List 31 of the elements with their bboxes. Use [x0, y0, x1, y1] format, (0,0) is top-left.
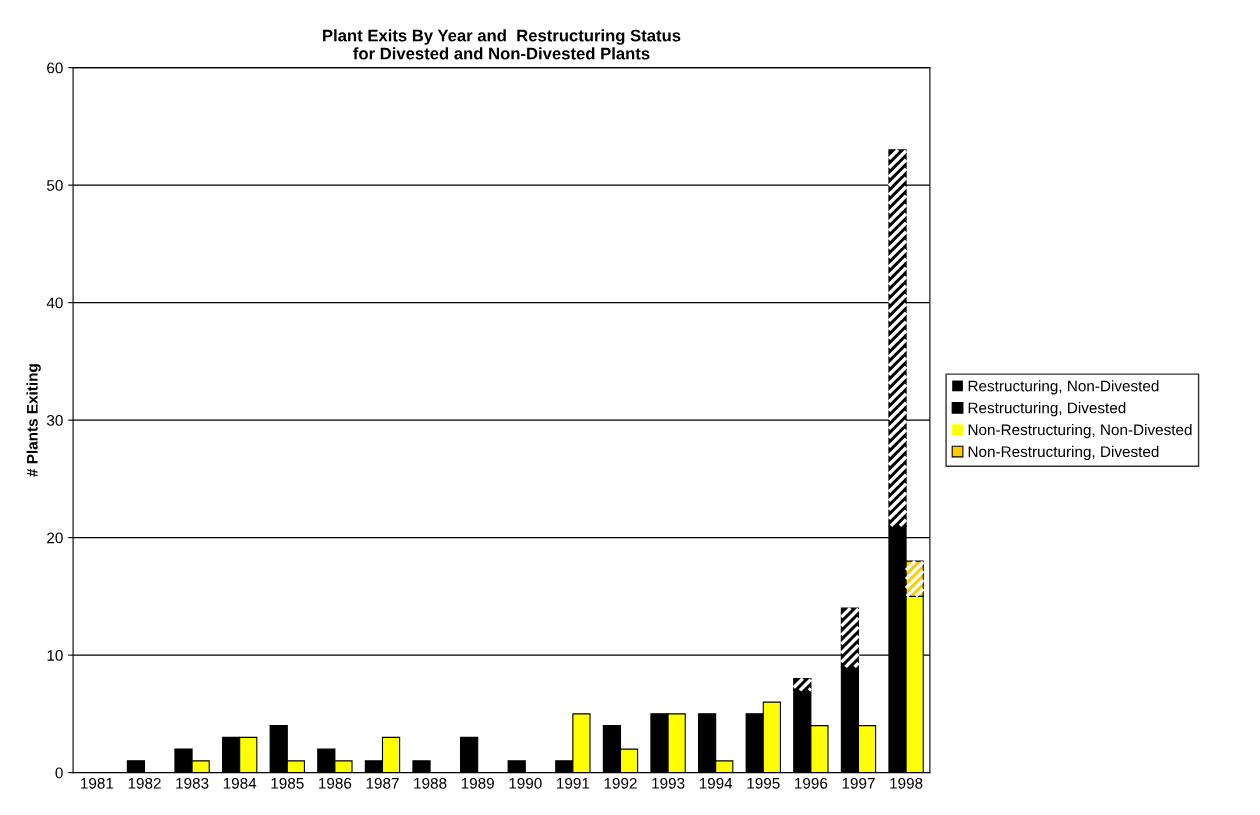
legend-label: Non-Restructuring, Divested — [968, 445, 1159, 461]
x-tick-label: 1988 — [414, 777, 447, 789]
x-tick-label: 1983 — [176, 777, 209, 789]
y-tick-label: 0 — [55, 767, 63, 779]
x-tick-label: 1993 — [652, 777, 685, 789]
x-tick-label: 1995 — [747, 777, 780, 789]
x-tick-label: 1990 — [509, 777, 542, 789]
x-tick-label: 1991 — [557, 777, 590, 789]
x-tick-label: 1981 — [81, 777, 114, 789]
y-tick-label: 20 — [47, 532, 63, 544]
x-tick-label: 1982 — [128, 777, 161, 789]
y-axis-title: # Plants Exiting — [26, 364, 41, 477]
legend-label: Non-Restructuring, Non-Divested — [968, 423, 1192, 439]
legend-label: Restructuring, Non-Divested — [968, 380, 1159, 395]
x-tick-label: 1996 — [795, 777, 828, 789]
y-tick-label: 60 — [47, 62, 63, 74]
y-tick-label: 30 — [46, 415, 63, 426]
y-tick-label: 40 — [46, 297, 63, 309]
chart-title: Plant Exits By Year and Restructuring Status for Divested and Non-Divested Plants — [323, 29, 681, 60]
x-tick-label: 1998 — [890, 777, 923, 789]
x-tick-label: 1986 — [319, 777, 352, 789]
x-tick-label: 1992 — [604, 777, 637, 789]
x-tick-label: 1997 — [842, 777, 875, 789]
x-tick-label: 1989 — [461, 777, 494, 789]
y-tick-label: 10 — [47, 649, 63, 661]
x-tick-label: 1987 — [366, 777, 399, 789]
x-tick-label: 1984 — [223, 777, 257, 789]
y-tick-label: 50 — [46, 180, 63, 191]
x-tick-label: 1994 — [699, 777, 733, 789]
legend-label: Restructuring, Divested — [968, 402, 1126, 417]
x-tick-label: 1985 — [271, 777, 304, 789]
